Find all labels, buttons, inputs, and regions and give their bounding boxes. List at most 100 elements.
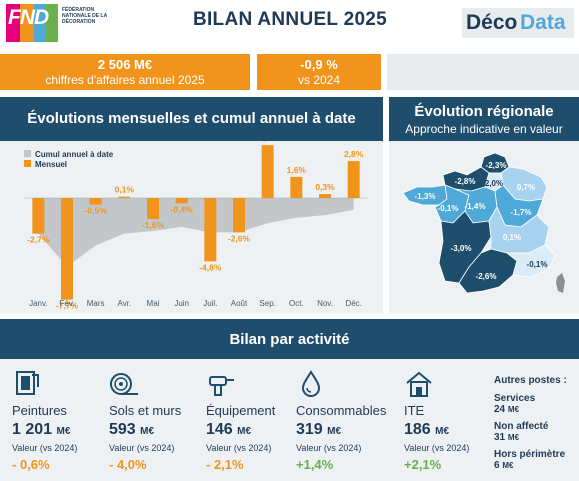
- regional-map-panel: -2,3% -2,8% 2,0% 0,7% -1,3% -0,1% -1,4% …: [389, 141, 579, 313]
- kpi-empty-panel: [387, 54, 579, 90]
- bar-7: [233, 198, 245, 233]
- bar-2: [89, 198, 102, 205]
- bar-8: [261, 145, 274, 198]
- bar-6: [204, 198, 217, 262]
- monthly-banner: Évolutions mensuelles et cumul annuel à …: [0, 97, 383, 141]
- activity-equipement: Équipement 146 M€ Valeur (vs 2024) - 2,1…: [194, 359, 290, 481]
- bar-10: [319, 194, 331, 198]
- region-label-pays-de-la-loire: -0,1%: [438, 204, 459, 213]
- activity-title: Bilan par activité: [229, 331, 350, 348]
- bar-value-label-4: -1,6%: [142, 220, 165, 230]
- bar-11: [347, 161, 360, 198]
- activity-value: 1 201 M€: [12, 421, 71, 438]
- region-label-grand-est: 0,7%: [517, 183, 535, 192]
- activity-value-label: Valeur (vs 2024): [206, 443, 272, 453]
- x-tick-label-1: Fév.: [60, 299, 75, 308]
- region-corse: [556, 273, 565, 293]
- decodata-logo: Déco Data: [462, 8, 574, 38]
- activity-sols-et-murs: Sols et murs 593 M€ Valeur (vs 2024) - 4…: [97, 359, 193, 481]
- bar-value-label-5: -0,4%: [171, 204, 194, 214]
- region-label-auvergne: 0,1%: [503, 233, 521, 242]
- bar-value-label-2: -0,5%: [85, 206, 108, 216]
- legend-swatch-cumul: [24, 150, 31, 157]
- bar-value-label-9: 1,6%: [287, 165, 307, 175]
- kpi-change-value: -0,9 %: [300, 57, 338, 72]
- regional-title: Évolution régionale: [414, 103, 554, 120]
- x-tick-label-0: Janv.: [29, 299, 48, 308]
- monthly-title: Évolutions mensuelles et cumul annuel à …: [27, 110, 356, 127]
- fnd-logo-subtitle: FÉDÉRATION NATIONALE DE LA DÉCORATION: [62, 7, 108, 25]
- monthly-chart: Cumul annuel à date Mensuel -2,7% -7,7% -0…: [24, 133, 368, 311]
- activity-value-label: Valeur (vs 2024): [296, 443, 362, 453]
- fnd-logo-text: FND: [8, 6, 49, 29]
- activity-change: - 0,6%: [12, 457, 50, 472]
- activity-banner: Bilan par activité: [0, 319, 579, 359]
- x-tick-label-9: Oct.: [289, 299, 304, 308]
- bar-value-label-1: -7,7%: [56, 301, 79, 311]
- region-label-hauts-de-france: -2,3%: [486, 161, 507, 170]
- bar-value-label-8: 4,0%: [258, 141, 278, 143]
- kpi-revenue-value: 2 506 M€: [97, 57, 153, 72]
- house-icon: [406, 371, 432, 397]
- bar-0: [32, 198, 45, 234]
- bar-4: [147, 198, 159, 220]
- regional-banner: Évolution régionale Approche indicative …: [389, 97, 579, 141]
- kpi-change-label: vs 2024: [297, 73, 341, 87]
- regional-subtitle: Approche indicative en valeur: [405, 122, 563, 136]
- activity-name: Consommables: [296, 403, 387, 418]
- kpi-revenue-label: chiffres d'affaires annuel 2025: [45, 73, 205, 87]
- bar-value-label-3: 0,1%: [115, 185, 135, 195]
- legend-label-cumul: Cumul annuel à date: [35, 150, 114, 159]
- activity-value: 319 M€: [296, 421, 342, 438]
- activity-value-label: Valeur (vs 2024): [12, 443, 78, 453]
- legend-swatch-mensuel: [24, 160, 31, 167]
- region-label-normandie: -2,8%: [455, 177, 476, 186]
- region-auvergne-rhone-alpes: [488, 206, 550, 254]
- activity-change: - 2,1%: [206, 457, 244, 472]
- region-label-centre: -1,4%: [465, 202, 486, 211]
- bar-value-label-10: 0,3%: [315, 182, 335, 192]
- x-tick-label-8: Sep.: [259, 299, 275, 308]
- fnd-logo: FND FÉDÉRATION NATIONALE DE LA DÉCORATIO…: [6, 4, 126, 44]
- chart-legend: Cumul annuel à date Mensuel: [24, 150, 114, 169]
- paint-roller-icon: [16, 371, 39, 395]
- drop-icon: [301, 370, 321, 397]
- page-title: BILAN ANNUEL 2025: [192, 9, 388, 30]
- bar-value-label-6: -4,8%: [199, 262, 222, 272]
- bar-value-label-0: -2,7%: [27, 235, 50, 245]
- activity-ite: ITE 186 M€ Valeur (vs 2024) +2,1%: [392, 359, 488, 481]
- activity-name: Peintures: [12, 403, 67, 418]
- kpi-revenue: 2 506 M€ chiffres d'affaires annuel 2025: [0, 54, 250, 90]
- other-post-item: Non affecté 31 M€: [494, 421, 549, 443]
- region-label-paca: -0,1%: [527, 260, 548, 269]
- region-label-occitanie: -2,6%: [476, 272, 497, 281]
- activity-value: 593 M€: [109, 421, 155, 438]
- activity-panel: Peintures 1 201 M€ Valeur (vs 2024) - 0,…: [0, 359, 579, 481]
- bar-3: [118, 196, 131, 198]
- flooring-roll-icon: [110, 373, 138, 395]
- other-posts-title: Autres postes :: [494, 375, 567, 386]
- activity-name: Sols et murs: [109, 403, 182, 418]
- bar-5: [175, 198, 188, 204]
- activity-name: Équipement: [206, 403, 276, 418]
- cumul-area: [38, 198, 354, 267]
- x-tick-label-6: Juil.: [203, 299, 217, 308]
- activity-value: 186 M€: [404, 421, 450, 438]
- x-tick-label-4: Mai: [147, 299, 160, 308]
- region-label-nouvelle-aquitaine: -3,0%: [451, 244, 472, 253]
- bar-9: [290, 176, 303, 198]
- other-post-item: Services 24 M€: [494, 393, 536, 415]
- x-tick-label-3: Avr.: [118, 299, 132, 308]
- bar-value-label-7: -2,6%: [228, 233, 251, 243]
- france-map: -2,3% -2,8% 2,0% 0,7% -1,3% -0,1% -1,4% …: [402, 152, 565, 294]
- bar-value-label-11: 2,8%: [344, 149, 364, 159]
- bar-1: [61, 198, 73, 300]
- region-label-ile-de-france: 2,0%: [485, 179, 503, 188]
- activity-name: ITE: [404, 403, 425, 418]
- activity-change: +1,4%: [296, 457, 334, 472]
- region-paca: [505, 244, 556, 278]
- activity-peintures: Peintures 1 201 M€ Valeur (vs 2024) - 0,…: [0, 359, 96, 481]
- x-tick-label-5: Juin: [174, 299, 189, 308]
- activity-change: +2,1%: [404, 457, 442, 472]
- kpi-change: -0,9 % vs 2024: [257, 54, 381, 90]
